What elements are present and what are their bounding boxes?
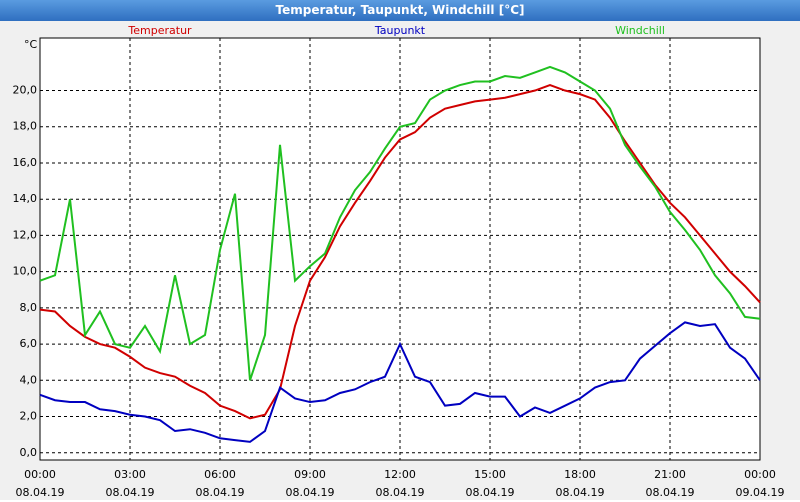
line bbox=[39, 84, 761, 420]
y-tick-label: 0,0 bbox=[20, 446, 38, 459]
x-tick-label: 06:00 08.04.19 bbox=[195, 468, 245, 499]
line bbox=[39, 65, 761, 381]
legend-entry: Windchill bbox=[615, 24, 665, 37]
y-tick-label: 20,0 bbox=[13, 84, 38, 97]
legend-entry: Temperatur bbox=[127, 24, 192, 37]
y-tick-label: 6,0 bbox=[20, 337, 38, 350]
x-tick-label: 18:00 08.04.19 bbox=[555, 468, 605, 499]
x-tick-label: 21:00 08.04.19 bbox=[645, 468, 695, 499]
legend-entry: Taupunkt bbox=[374, 24, 426, 37]
y-tick-label: 16,0 bbox=[13, 156, 38, 169]
x-tick-label: 03:00 08.04.19 bbox=[105, 468, 155, 499]
y-tick-label: 14,0 bbox=[13, 192, 38, 205]
x-tick-label: 15:00 08.04.19 bbox=[465, 468, 515, 499]
y-tick-label: 12,0 bbox=[13, 228, 38, 241]
y-tick-label: 2,0 bbox=[20, 410, 38, 423]
x-tick-label: 12:00 08.04.19 bbox=[375, 468, 425, 499]
title-bar: Temperatur, Taupunkt, Windchill [°C] bbox=[0, 0, 800, 21]
y-tick-label: 8,0 bbox=[20, 301, 38, 314]
y-unit: °C bbox=[24, 38, 38, 51]
x-tick-label: 00:00 09.04.19 bbox=[735, 468, 785, 499]
x-tick-label: 09:00 08.04.19 bbox=[285, 468, 335, 499]
y-tick-label: 4,0 bbox=[20, 373, 38, 386]
y-tick-label: 10,0 bbox=[13, 265, 38, 278]
line bbox=[39, 321, 761, 443]
x-tick-label: 00:00 08.04.19 bbox=[15, 468, 65, 499]
y-tick-label: 18,0 bbox=[13, 120, 38, 133]
